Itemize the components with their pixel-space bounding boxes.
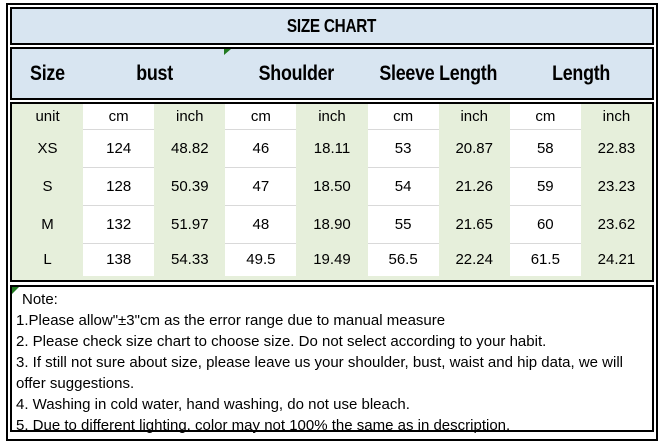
value-cell: 48.82 — [154, 129, 226, 167]
note-line-2: 2. Please check size chart to choose siz… — [16, 333, 547, 350]
unit-cell: inch — [438, 104, 510, 129]
unit-cell: cm — [225, 104, 297, 130]
value-cell: 61.5 — [509, 243, 581, 276]
size-label-cell: S — [12, 167, 84, 205]
value-cell: 60 — [509, 205, 581, 244]
header-bust: bust — [135, 61, 173, 85]
value-cell: 138 — [83, 243, 155, 276]
table-row-s: S 128 50.39 47 18.50 54 21.26 59 23.23 — [12, 167, 652, 206]
value-cell: 22.83 — [580, 129, 652, 167]
value-cell: 128 — [83, 167, 155, 206]
table-row-m: M 132 51.97 48 18.90 55 21.65 60 23.62 — [12, 205, 652, 244]
value-cell: 58 — [509, 129, 581, 168]
value-cell: 47 — [225, 167, 297, 206]
value-cell: 59 — [509, 167, 581, 206]
table-row-l: L 138 54.33 49.5 19.49 56.5 22.24 61.5 2… — [12, 243, 652, 276]
corner-marker-icon — [12, 287, 19, 294]
value-cell: 124 — [83, 129, 155, 168]
header-sleeve-length: Sleeve Length — [379, 61, 498, 85]
value-cell: 18.90 — [296, 205, 368, 243]
size-chart-title: SIZE CHART — [287, 15, 377, 36]
note-line-4: 4. Washing in cold water, hand washing, … — [16, 396, 410, 413]
value-cell: 20.87 — [438, 129, 510, 167]
unit-cell: inch — [296, 104, 368, 129]
comment-marker-icon — [224, 49, 231, 55]
unit-cell: cm — [367, 104, 439, 130]
header-length: Length — [551, 61, 610, 85]
note-line-1: 1.Please allow"±3"cm as the error range … — [16, 312, 446, 329]
unit-cell: unit — [12, 104, 84, 129]
value-cell: 49.5 — [225, 243, 297, 276]
size-table: unit cm inch cm inch cm inch cm inch XS … — [12, 104, 652, 276]
value-cell: 24.21 — [580, 243, 652, 276]
value-cell: 55 — [367, 205, 439, 244]
value-cell: 21.26 — [438, 167, 510, 205]
value-cell: 54.33 — [154, 243, 226, 276]
value-cell: 18.50 — [296, 167, 368, 205]
note-line-5: 5. Due to different lighting, color may … — [16, 417, 511, 434]
value-cell: 48 — [225, 205, 297, 244]
value-cell: 132 — [83, 205, 155, 244]
value-cell: 22.24 — [438, 243, 510, 276]
note-box: Note: 1.Please allow"±3"cm as the error … — [10, 285, 654, 434]
value-cell: 23.23 — [580, 167, 652, 205]
table-row-xs: XS 124 48.82 46 18.11 53 20.87 58 22.83 — [12, 129, 652, 168]
note-label: Note: — [22, 291, 58, 308]
value-cell: 56.5 — [367, 243, 439, 276]
size-chart-title-bar: SIZE CHART — [10, 7, 654, 45]
value-cell: 51.97 — [154, 205, 226, 243]
value-cell: 18.11 — [296, 129, 368, 167]
note-line-3: 3. If still not sure about size, please … — [16, 354, 624, 392]
value-cell: 53 — [367, 129, 439, 168]
value-cell: 19.49 — [296, 243, 368, 276]
unit-cell: cm — [509, 104, 581, 130]
unit-cell: cm — [83, 104, 155, 130]
value-cell: 46 — [225, 129, 297, 168]
unit-cell: inch — [580, 104, 652, 129]
unit-cell: inch — [154, 104, 226, 129]
size-label-cell: XS — [12, 129, 84, 167]
header-shoulder: Shoulder — [258, 61, 335, 85]
unit-row: unit cm inch cm inch cm inch cm inch — [12, 104, 652, 130]
column-header-row: Size bust Shoulder Sleeve Length Length — [10, 47, 654, 100]
header-size: Size — [30, 61, 65, 85]
value-cell: 21.65 — [438, 205, 510, 243]
size-label-cell: M — [12, 205, 84, 243]
value-cell: 50.39 — [154, 167, 226, 205]
size-table-body: unit cm inch cm inch cm inch cm inch XS … — [10, 102, 654, 282]
value-cell: 54 — [367, 167, 439, 206]
size-chart-frame: SIZE CHART Size bust Shoulder Sleeve Len… — [6, 3, 658, 441]
value-cell: 23.62 — [580, 205, 652, 243]
size-label-cell: L — [12, 243, 84, 276]
